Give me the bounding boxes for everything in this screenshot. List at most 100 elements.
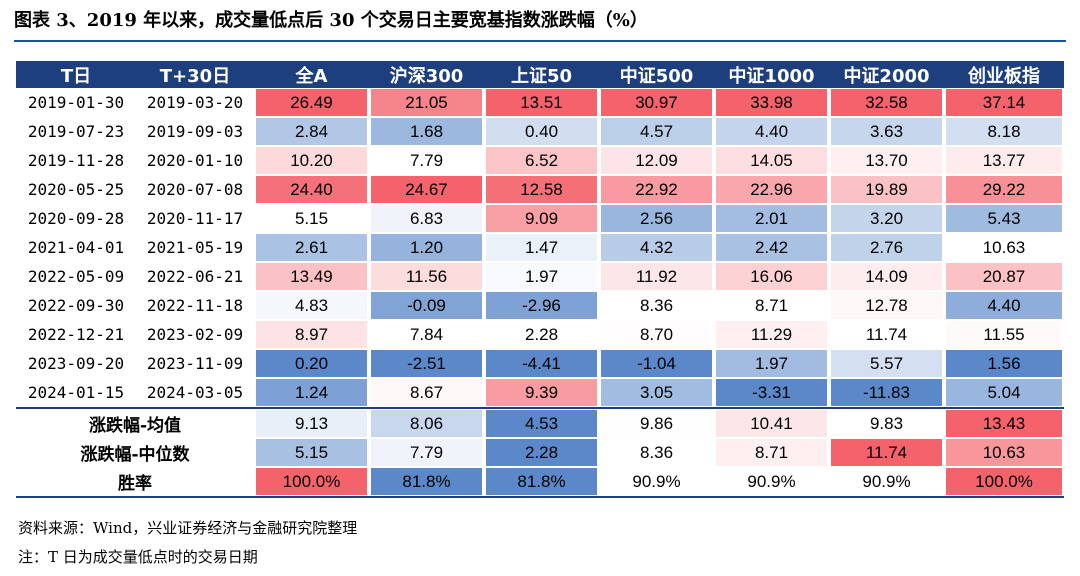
value-cell: 19.89 [829, 175, 944, 204]
t-date-cell: 2022-12-21 [27, 325, 125, 344]
value-text: -4.41 [486, 350, 597, 377]
summary-cell: 90.9% [599, 467, 714, 498]
t-date-cell: 2021-04-01 [27, 238, 125, 257]
source-note: 资料来源：Wind，兴业证券经济与金融研究院整理 [18, 519, 358, 537]
value-text: 1.56 [946, 350, 1062, 377]
value-text: 7.84 [371, 321, 482, 348]
value-cell: 20.87 [944, 262, 1064, 291]
value-cell: 4.40 [714, 117, 829, 146]
value-text: 21.05 [371, 89, 482, 116]
value-text: 14.09 [831, 263, 942, 290]
value-text: 9.09 [486, 205, 597, 232]
value-cell: 1.97 [484, 262, 599, 291]
value-text: 11.29 [716, 321, 827, 348]
value-cell: 1.68 [369, 117, 484, 146]
summary-cell: 100.0% [254, 467, 369, 498]
value-text: 3.63 [831, 118, 942, 145]
value-cell: 33.98 [714, 88, 829, 117]
value-cell: 8.67 [369, 378, 484, 408]
summary-cell: 10.41 [714, 407, 829, 438]
table-row: 2023-09-20 2023-11-09 0.20 -2.51 -4.41 -1.04 1… [16, 349, 1064, 378]
value-cell: 13.77 [944, 146, 1064, 175]
value-text: 1.97 [486, 263, 597, 290]
summary-value: 81.8% [486, 468, 597, 495]
value-text: 2.84 [256, 118, 367, 145]
summary-cell: 8.06 [369, 407, 484, 438]
value-text: 5.04 [946, 379, 1062, 406]
summary-cell: 10.63 [944, 438, 1064, 467]
summary-value: 90.9% [601, 468, 712, 495]
value-text: 12.58 [486, 176, 597, 203]
summary-value: 81.8% [371, 468, 482, 495]
col-header-t30: T+30日 [136, 61, 254, 88]
value-cell: 37.14 [944, 88, 1064, 117]
col-header-zz500: 中证500 [599, 61, 714, 88]
value-cell: 0.20 [254, 349, 369, 378]
value-cell: 4.32 [599, 233, 714, 262]
value-text: 13.77 [946, 147, 1062, 174]
title-divider [14, 40, 1066, 42]
value-text: 12.78 [831, 292, 942, 319]
value-text: 1.24 [256, 379, 367, 406]
value-text: 2.01 [716, 205, 827, 232]
summary-value: 100.0% [256, 468, 367, 495]
summary-value: 9.13 [256, 410, 367, 437]
value-cell: 4.83 [254, 291, 369, 320]
value-text: 4.40 [946, 292, 1062, 319]
value-text: 2.28 [486, 321, 597, 348]
value-cell: 13.49 [254, 262, 369, 291]
value-text: 8.36 [601, 292, 712, 319]
summary-label: 胜率 [16, 467, 254, 498]
data-rows: 2019-01-30 2019-03-20 26.49 21.05 13.51 30.97… [16, 88, 1064, 408]
value-cell: 1.47 [484, 233, 599, 262]
value-text: 8.67 [371, 379, 482, 406]
t30-date-cell: 2022-11-18 [146, 296, 244, 315]
value-text: 11.55 [946, 321, 1062, 348]
value-text: 2.61 [256, 234, 367, 261]
value-text: 1.97 [716, 350, 827, 377]
value-text: 4.57 [601, 118, 712, 145]
col-header-zz2000: 中证2000 [829, 61, 944, 88]
summary-cell: 4.53 [484, 407, 599, 438]
t-date-cell: 2024-01-15 [27, 383, 125, 402]
value-text: 10.63 [946, 234, 1062, 261]
value-text: 10.20 [256, 147, 367, 174]
value-text: 13.70 [831, 147, 942, 174]
returns-table: T日 T+30日 全A 沪深300 上证50 中证500 中证1000 中证20… [16, 61, 1064, 498]
value-cell: -2.51 [369, 349, 484, 378]
value-text: -2.96 [486, 292, 597, 319]
summary-value: 2.28 [486, 439, 597, 466]
value-cell: -11.83 [829, 378, 944, 408]
value-text: 0.20 [256, 350, 367, 377]
value-text: 8.70 [601, 321, 712, 348]
value-text: 11.74 [831, 321, 942, 348]
value-text: 6.52 [486, 147, 597, 174]
table-row: 2019-11-28 2020-01-10 10.20 7.79 6.52 12.09 14… [16, 146, 1064, 175]
value-text: -3.31 [716, 379, 827, 406]
value-cell: 10.63 [944, 233, 1064, 262]
value-cell: 11.55 [944, 320, 1064, 349]
value-cell: 7.79 [369, 146, 484, 175]
value-cell: 7.84 [369, 320, 484, 349]
summary-cell: 8.36 [599, 438, 714, 467]
value-text: 3.05 [601, 379, 712, 406]
value-cell: 2.61 [254, 233, 369, 262]
summary-cell: 90.9% [829, 467, 944, 498]
value-cell: 1.20 [369, 233, 484, 262]
t30-date-cell: 2020-11-17 [146, 209, 244, 228]
summary-cell: 90.9% [714, 467, 829, 498]
summary-label: 涨跌幅-均值 [16, 407, 254, 438]
summary-value: 8.36 [601, 439, 712, 466]
value-cell: 3.05 [599, 378, 714, 408]
value-cell: 30.97 [599, 88, 714, 117]
value-text: 8.71 [716, 292, 827, 319]
value-text: -1.04 [601, 350, 712, 377]
value-cell: 12.58 [484, 175, 599, 204]
value-cell: 12.78 [829, 291, 944, 320]
summary-row: 涨跌幅-均值 9.13 8.06 4.53 9.86 10.41 9.83 13.43 [16, 407, 1064, 438]
col-header-sz50: 上证50 [484, 61, 599, 88]
summary-value: 10.63 [946, 439, 1062, 466]
value-cell: 3.63 [829, 117, 944, 146]
value-text: 2.42 [716, 234, 827, 261]
value-cell: 11.92 [599, 262, 714, 291]
